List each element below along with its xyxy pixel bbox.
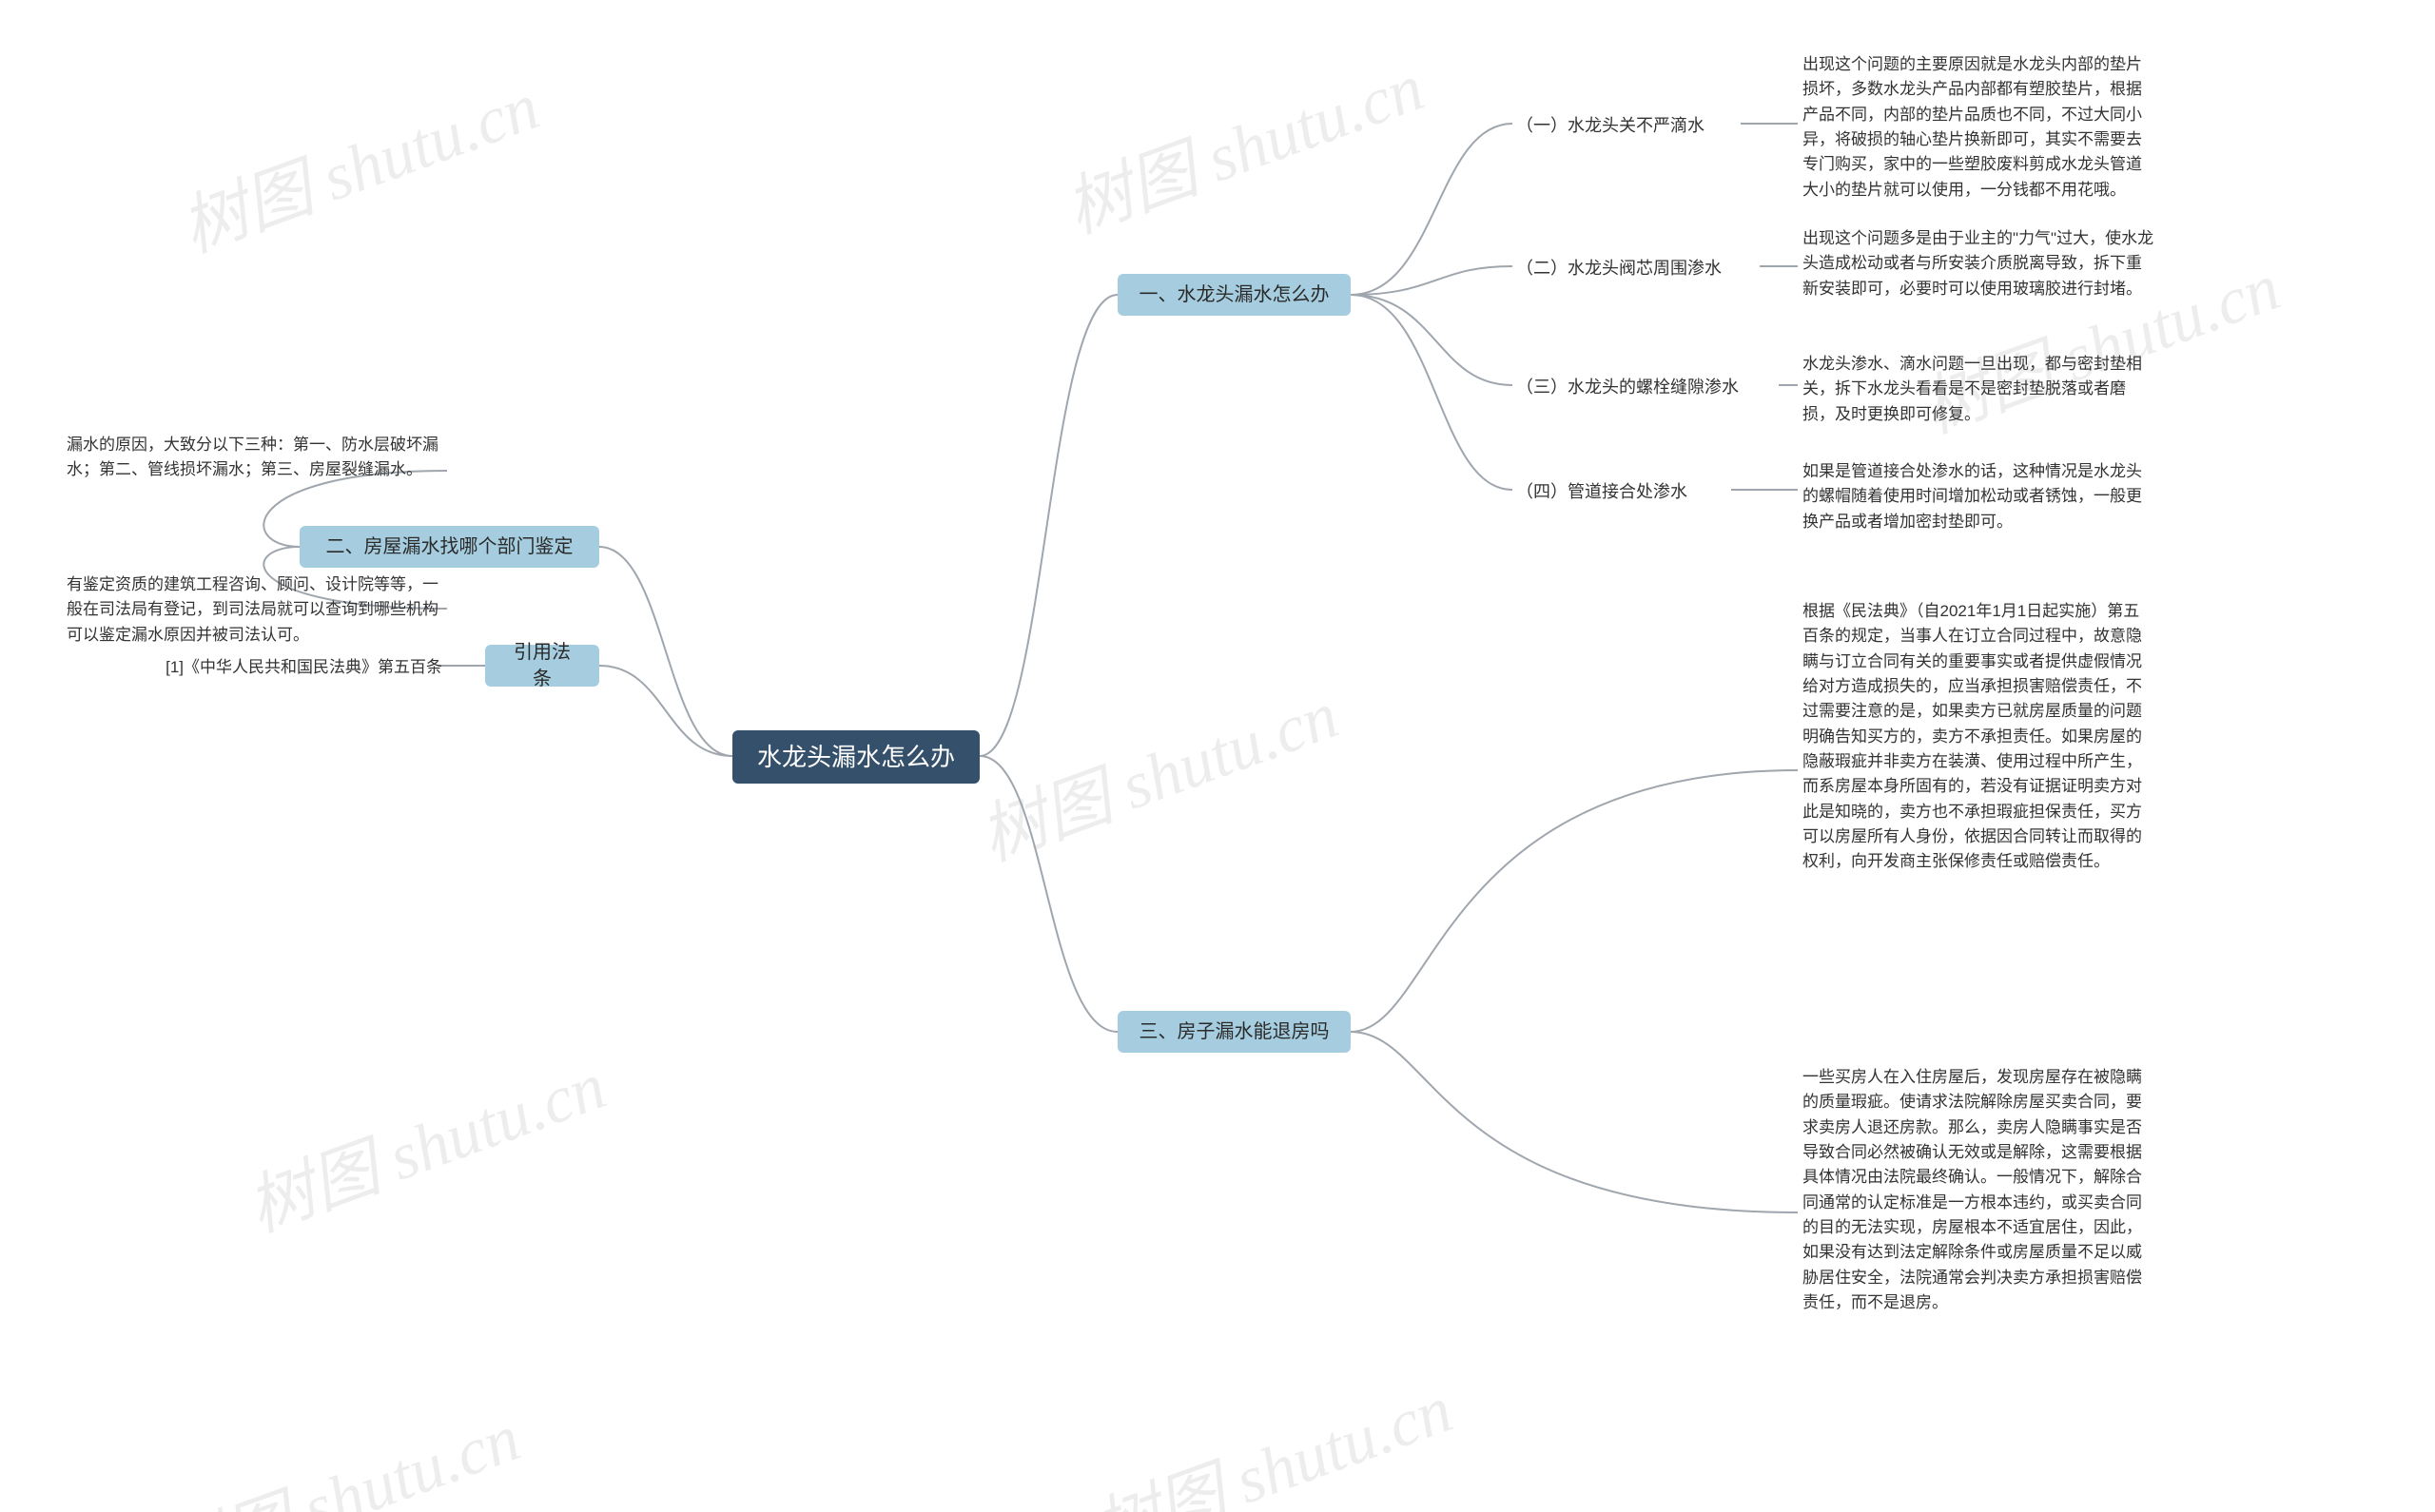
leaf-2-1: 漏水的原因，大致分以下三种：第一、防水层破坏漏水；第二、管线损坏漏水；第三、房屋… <box>67 433 447 483</box>
watermark: 树图 shutu.cn <box>1051 34 1435 252</box>
sub-1-4: （四）管道接合处渗水 <box>1512 478 1691 506</box>
branch-faucet-leak: 一、水龙头漏水怎么办 <box>1118 274 1351 316</box>
leaf-3-1: 根据《民法典》（自2021年1月1日起实施）第五百条的规定，当事人在订立合同过程… <box>1802 599 2154 875</box>
leaf-1-4: 如果是管道接合处渗水的话，这种情况是水龙头的螺帽随着使用时间增加松动或者锈蚀，一… <box>1802 459 2154 534</box>
branch-refund: 三、房子漏水能退房吗 <box>1118 1011 1351 1053</box>
root-node: 水龙头漏水怎么办 <box>732 730 980 784</box>
leaf-3-2: 一些买房人在入住房屋后，发现房屋存在被隐瞒的质量瑕疵。使请求法院解除房屋买卖合同… <box>1802 1065 2154 1315</box>
leaf-1-3: 水龙头渗水、滴水问题一旦出现，都与密封垫相关，拆下水龙头看看是不是密封垫脱落或者… <box>1802 352 2154 427</box>
watermark: 树图 shutu.cn <box>147 1385 532 1512</box>
watermark: 树图 shutu.cn <box>965 662 1350 880</box>
sub-1-1: （一）水龙头关不严滴水 <box>1512 112 1708 140</box>
watermark: 树图 shutu.cn <box>233 1033 617 1250</box>
watermark: 树图 shutu.cn <box>1080 1356 1464 1512</box>
sub-1-2: （二）水龙头阀芯周围渗水 <box>1512 255 1725 282</box>
leaf-1-2: 出现这个问题多是由于业主的"力气"过大，使水龙头造成松动或者与所安装介质脱离导致… <box>1802 226 2154 301</box>
leaf-4-1: [1]《中华人民共和国民法典》第五百条 <box>128 655 442 680</box>
sub-1-3: （三）水龙头的螺栓缝隙渗水 <box>1512 374 1743 401</box>
branch-citation: 引用法条 <box>485 645 599 687</box>
branch-appraisal: 二、房屋漏水找哪个部门鉴定 <box>300 526 599 568</box>
watermark: 树图 shutu.cn <box>166 53 551 271</box>
leaf-1-1: 出现这个问题的主要原因就是水龙头内部的垫片损坏，多数水龙头产品内部都有塑胶垫片，… <box>1802 52 2154 203</box>
leaf-2-2: 有鉴定资质的建筑工程咨询、顾问、设计院等等，一般在司法局有登记，到司法局就可以查… <box>67 572 447 648</box>
